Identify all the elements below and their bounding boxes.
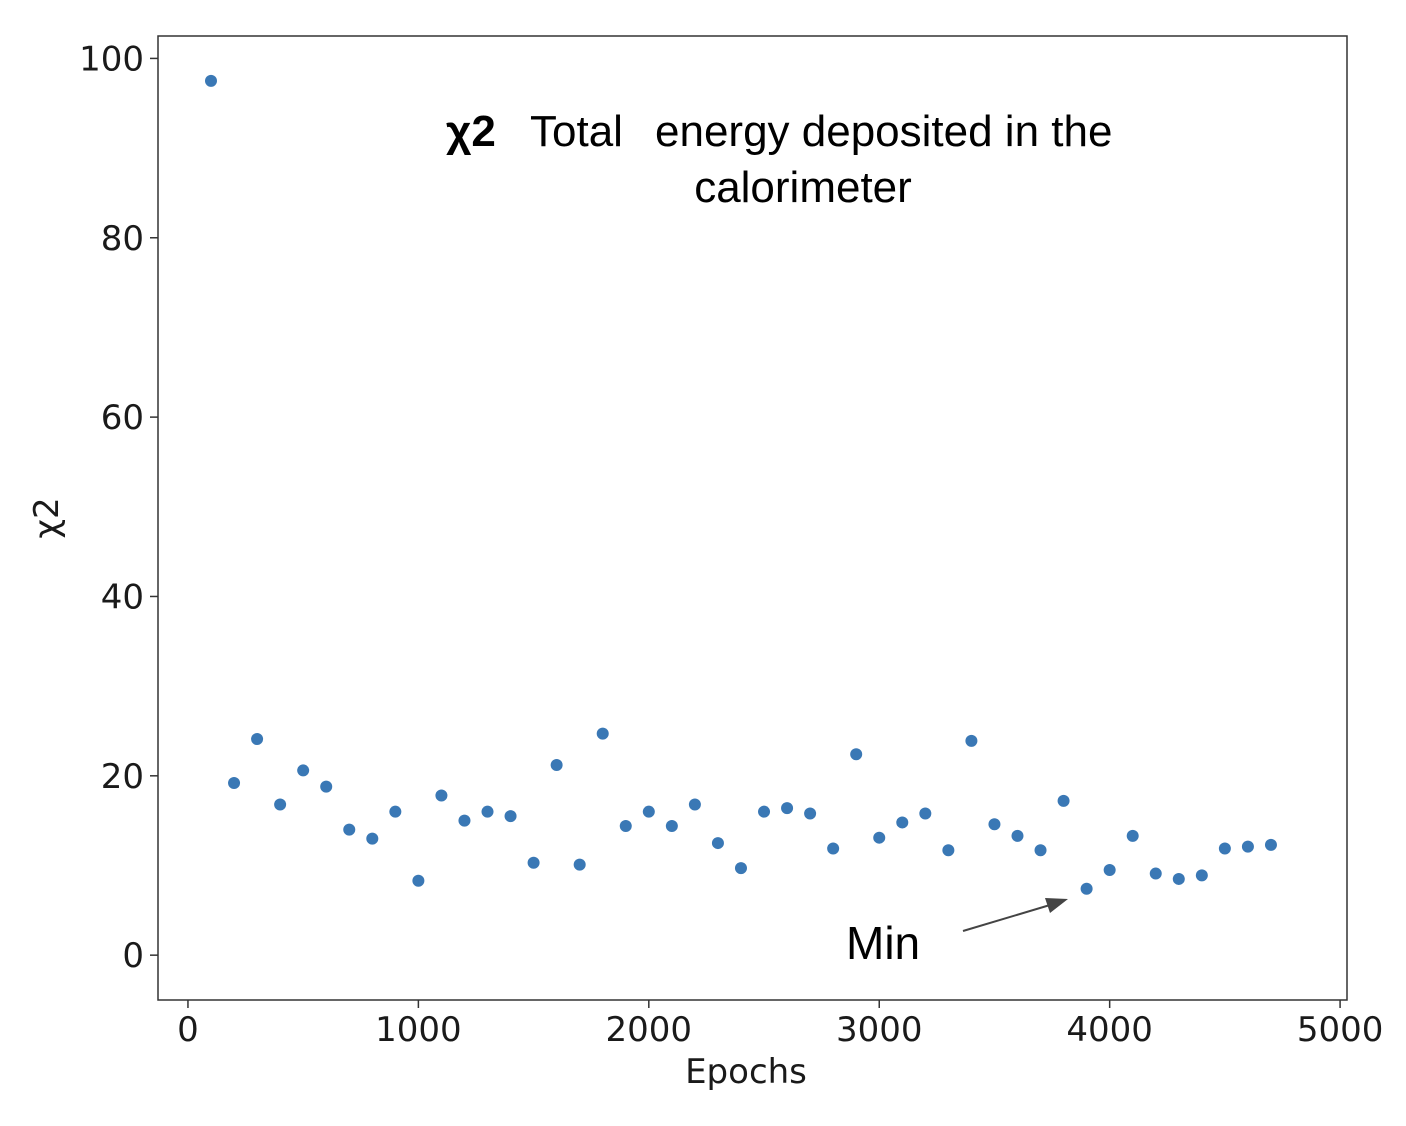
data-point	[919, 807, 932, 820]
plot-frame	[157, 35, 1348, 1001]
x-tick-label: 3000	[836, 1010, 923, 1050]
annotation-min-label: Min	[846, 917, 920, 969]
data-point	[734, 862, 747, 875]
y-tick-label: 40	[101, 577, 144, 617]
data-point	[942, 844, 955, 857]
y-axis-ticks: 0 20 40 60 80 100	[79, 39, 158, 976]
x-tick-label: 0	[177, 1010, 199, 1050]
data-point	[850, 748, 863, 761]
data-point	[619, 820, 632, 833]
data-point	[804, 807, 817, 820]
data-point	[274, 798, 287, 811]
data-point	[1149, 867, 1162, 880]
data-point	[1241, 840, 1254, 853]
y-tick-label: 20	[101, 757, 144, 797]
y-tick-label: 0	[122, 936, 144, 976]
data-point	[343, 823, 356, 836]
data-point	[688, 798, 701, 811]
data-point	[988, 818, 1001, 831]
data-point	[1195, 869, 1208, 882]
data-point	[758, 805, 771, 818]
data-point	[1080, 882, 1093, 895]
y-tick-label: 100	[79, 39, 144, 79]
data-point	[896, 816, 909, 829]
data-point	[827, 842, 840, 855]
data-point	[1264, 838, 1277, 851]
data-point	[1011, 829, 1024, 842]
data-point	[550, 759, 563, 772]
data-point	[873, 831, 886, 844]
x-axis-ticks: 0 1000 2000 3000 4000 5000	[177, 1000, 1383, 1050]
data-point	[320, 780, 333, 793]
data-point	[781, 802, 794, 815]
annotation-title-part-chi: χ2	[446, 107, 496, 156]
data-point	[366, 832, 379, 845]
data-point	[435, 789, 448, 802]
data-point	[573, 858, 586, 871]
x-tick-label: 4000	[1066, 1010, 1153, 1050]
annotation-title-part-total: Total	[530, 107, 623, 156]
data-point	[1218, 842, 1231, 855]
annotation-min-arrow	[962, 904, 1051, 932]
data-point	[458, 814, 471, 827]
data-points	[204, 74, 1277, 895]
data-point	[297, 764, 310, 777]
data-point	[412, 874, 425, 887]
data-point	[527, 856, 540, 869]
data-point	[596, 727, 609, 740]
y-tick-label: 60	[101, 398, 144, 438]
data-point	[504, 810, 517, 823]
data-point	[481, 805, 494, 818]
data-point	[1057, 794, 1070, 807]
data-point	[1172, 872, 1185, 885]
data-point	[711, 837, 724, 850]
data-point	[665, 820, 678, 833]
data-point	[389, 805, 402, 818]
x-tick-label: 5000	[1297, 1010, 1384, 1050]
data-point	[642, 805, 655, 818]
y-axis-label: χ2	[27, 497, 67, 538]
annotation-title-line2: calorimeter	[694, 163, 912, 212]
x-tick-label: 1000	[375, 1010, 462, 1050]
data-point	[1034, 844, 1047, 857]
x-axis-label: Epochs	[685, 1052, 807, 1092]
data-point	[251, 733, 264, 746]
data-point	[965, 734, 978, 747]
annotation-title-part-rest: energy deposited in the	[655, 107, 1112, 156]
data-point	[204, 74, 217, 87]
data-point	[1126, 829, 1139, 842]
annotation-min-arrowhead	[1045, 898, 1068, 913]
data-point	[1103, 863, 1116, 876]
x-tick-label: 2000	[606, 1010, 693, 1050]
y-tick-label: 80	[101, 219, 144, 259]
data-point	[228, 776, 241, 789]
